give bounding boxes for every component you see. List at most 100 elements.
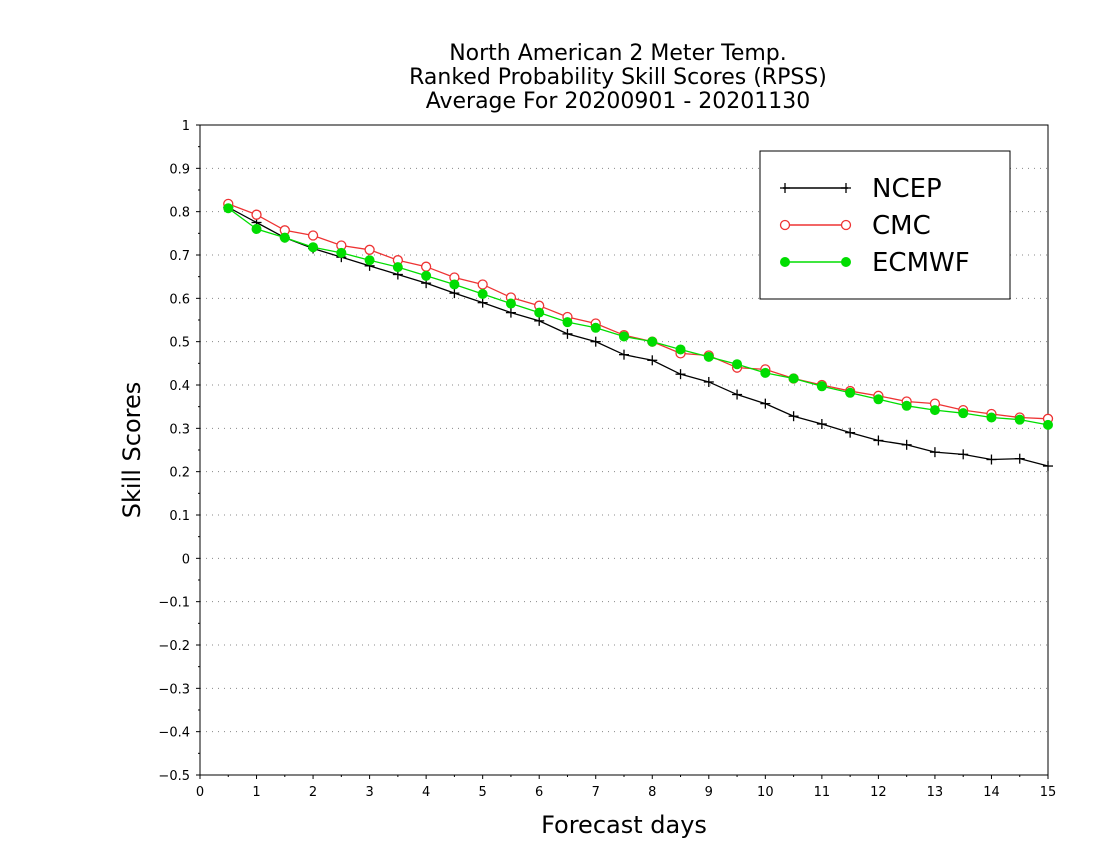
data-point-ecmwf xyxy=(364,255,375,266)
data-point-ecmwf xyxy=(619,331,629,342)
data-point-cmc xyxy=(307,230,319,241)
legend-label-ecmwf: ECMWF xyxy=(872,248,970,278)
y-tick-label: −0.3 xyxy=(158,682,190,697)
y-tick-label: 0.9 xyxy=(169,162,190,177)
x-tick-label: 7 xyxy=(592,785,600,800)
data-point-ecmwf xyxy=(1043,419,1053,430)
data-point-cmc xyxy=(477,279,488,290)
x-tick-label: 9 xyxy=(705,785,713,800)
y-tick-label: 0.4 xyxy=(169,379,190,394)
y-tick-label: 0.8 xyxy=(169,206,190,221)
x-tick-label: 5 xyxy=(479,785,487,800)
data-point-ecmwf xyxy=(1014,414,1025,425)
legend-label-ncep: NCEP xyxy=(872,174,942,204)
y-tick-label: 0.1 xyxy=(169,509,190,524)
data-point-ecmwf xyxy=(986,412,997,423)
data-point-ecmwf xyxy=(279,232,290,243)
data-point-ecmwf xyxy=(873,394,884,405)
data-point-ncep xyxy=(590,336,601,347)
legend-marker-ncep xyxy=(780,183,790,193)
x-tick-label: 12 xyxy=(870,785,887,800)
y-axis-label: Skill Scores xyxy=(118,382,146,519)
data-point-ncep xyxy=(1014,453,1025,464)
data-point-ecmwf xyxy=(308,242,319,253)
y-tick-label: 0 xyxy=(182,552,190,567)
legend-marker-cmc xyxy=(840,219,852,231)
data-point-cmc xyxy=(420,261,432,272)
data-point-ncep xyxy=(1043,461,1053,472)
series-ncep xyxy=(223,202,1053,472)
data-point-ecmwf xyxy=(845,387,856,398)
data-point-ncep xyxy=(647,355,658,366)
x-tick-label: 2 xyxy=(309,785,317,800)
data-point-ncep xyxy=(477,297,488,308)
legend-marker-ecmwf xyxy=(841,257,851,267)
data-point-ncep xyxy=(986,454,997,465)
legend-entry-ecmwf: ECMWF xyxy=(780,248,970,278)
data-point-ecmwf xyxy=(647,336,658,347)
title-line-2: Ranked Probability Skill Scores (RPSS) xyxy=(409,65,827,90)
x-tick-label: 0 xyxy=(196,785,204,800)
legend-marker-ecmwf xyxy=(780,257,790,267)
data-point-cmc xyxy=(364,244,375,255)
data-point-ncep xyxy=(929,447,940,458)
data-point-ecmwf xyxy=(505,298,516,309)
data-point-ncep xyxy=(845,427,856,438)
y-axis-ticks: −0.5 −0.4 −0.3 −0.2 −0.1 0 0.1 0.2 0.3 0.4 0.5 0.6 0… xyxy=(158,119,200,784)
data-point-ecmwf xyxy=(590,322,601,333)
data-point-ecmwf xyxy=(901,400,912,411)
y-tick-label: 0.2 xyxy=(169,466,190,481)
data-point-ecmwf xyxy=(816,381,827,392)
y-tick-label: −0.1 xyxy=(158,596,190,611)
title-line-3: Average For 20200901 - 20201130 xyxy=(426,89,811,114)
legend-entry-cmc: CMC xyxy=(779,211,931,241)
data-point-ecmwf xyxy=(477,289,488,299)
data-point-ecmwf xyxy=(732,359,743,370)
data-point-cmc xyxy=(251,209,262,220)
x-axis-label: Forecast days xyxy=(541,811,707,839)
title-line-1: North American 2 Meter Temp. xyxy=(449,41,787,66)
series-line-ncep xyxy=(227,206,1049,467)
y-tick-label: 0.3 xyxy=(169,422,190,437)
y-tick-label: −0.5 xyxy=(158,769,190,784)
data-point-ecmwf xyxy=(421,270,432,281)
data-point-ncep xyxy=(788,411,799,422)
data-point-ecmwf xyxy=(929,405,940,416)
x-tick-label: 6 xyxy=(535,785,543,800)
y-tick-label: 0.6 xyxy=(169,292,190,307)
data-point-ncep xyxy=(901,439,912,450)
data-point-ecmwf xyxy=(562,317,573,328)
x-tick-label: 1 xyxy=(252,785,260,800)
x-tick-label: 13 xyxy=(927,785,944,800)
data-point-ecmwf xyxy=(534,307,545,318)
data-point-ecmwf xyxy=(675,344,686,355)
x-tick-label: 10 xyxy=(757,785,774,800)
legend-label-cmc: CMC xyxy=(872,211,931,241)
data-point-ncep xyxy=(958,449,969,460)
x-tick-label: 8 xyxy=(648,785,656,800)
data-point-ecmwf xyxy=(392,262,403,273)
y-tick-label: 0.5 xyxy=(169,336,190,351)
legend-entry-ncep: NCEP xyxy=(780,174,942,204)
legend-marker-cmc xyxy=(779,219,791,231)
data-point-ecmwf xyxy=(760,367,771,378)
data-point-ncep xyxy=(675,369,686,380)
x-tick-label: 15 xyxy=(1040,785,1057,800)
y-tick-label: −0.4 xyxy=(158,726,190,741)
data-point-ncep xyxy=(449,288,460,299)
data-point-ncep xyxy=(816,419,827,429)
data-point-ncep xyxy=(760,398,771,409)
data-point-ncep xyxy=(505,307,516,318)
data-point-ecmwf xyxy=(788,373,799,384)
series-ecmwf xyxy=(223,203,1053,430)
x-tick-label: 14 xyxy=(983,785,1000,800)
x-tick-label: 11 xyxy=(814,785,831,800)
data-point-ecmwf xyxy=(251,224,262,234)
data-point-ecmwf xyxy=(223,203,234,214)
x-axis-ticks: 0 1 2 3 4 5 6 7 8 9 10 11 12 13 14 15 xyxy=(196,775,1056,800)
data-point-ncep xyxy=(703,376,714,387)
y-tick-label: 0.7 xyxy=(169,249,190,264)
data-point-ncep xyxy=(732,389,743,400)
data-point-ncep xyxy=(619,349,629,360)
